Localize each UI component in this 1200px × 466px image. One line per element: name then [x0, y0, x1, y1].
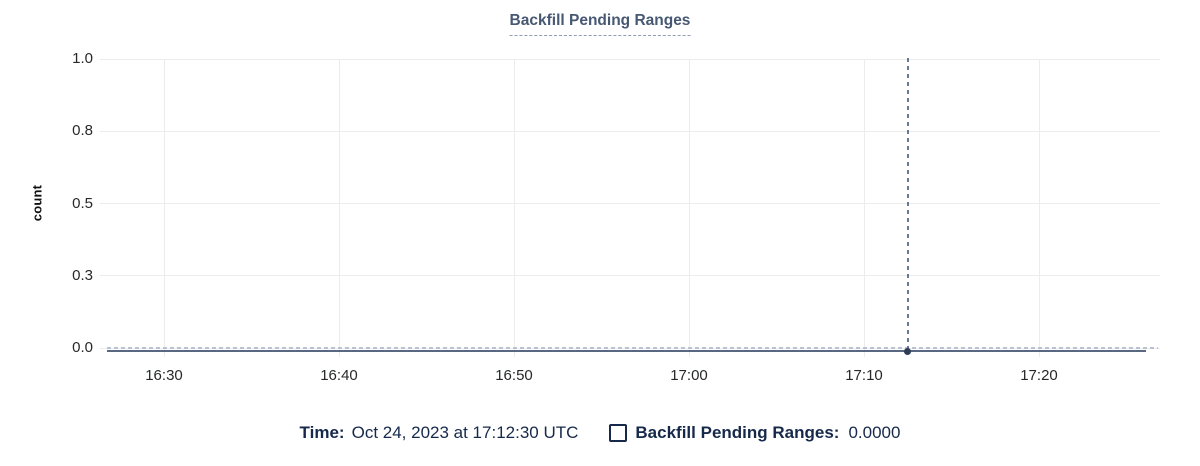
chart-legend: Time: Oct 24, 2023 at 17:12:30 UTC Backf…: [0, 423, 1200, 443]
legend-series-value: 0.0000: [848, 423, 901, 442]
x-tick-label: 17:00: [670, 367, 708, 384]
x-tick-label: 17:10: [845, 367, 883, 384]
legend-series-label: Backfill Pending Ranges:: [635, 423, 840, 442]
chart-title-link[interactable]: Backfill Pending Ranges: [509, 12, 691, 36]
series-checkbox[interactable]: [609, 424, 628, 442]
x-tick-label: 16:40: [320, 367, 358, 384]
y-tick-label: 0.5: [72, 194, 93, 212]
x-gridline: [1038, 59, 1040, 357]
hover-data-point-dot: [904, 348, 912, 355]
y-gridline: [100, 130, 1160, 132]
y-tick-label: 1.0: [72, 50, 93, 67]
y-gridline: [100, 275, 1160, 277]
legend-time-value: Oct 24, 2023 at 17:12:30 UTC: [351, 423, 579, 442]
hover-crosshair-line: [907, 58, 909, 352]
x-tick-label: 17:20: [1020, 367, 1058, 384]
x-tick-label: 16:30: [145, 367, 183, 384]
zero-value-dashed-line: [107, 346, 1158, 349]
x-gridline: [513, 59, 515, 357]
y-gridline: [100, 203, 1160, 204]
x-gridline: [863, 59, 865, 357]
y-tick-label: 0.8: [72, 122, 93, 140]
x-gridline: [338, 59, 340, 357]
x-gridline: [163, 59, 165, 357]
y-gridline: [100, 58, 1160, 60]
x-gridline: [688, 59, 690, 357]
series-line-backfill-pending-ranges: [107, 350, 1146, 352]
y-tick-label: 0.3: [72, 266, 93, 284]
y-tick-label: 0.0: [72, 339, 93, 356]
legend-time-label: Time:: [299, 423, 345, 442]
x-tick-label: 16:50: [495, 367, 533, 384]
